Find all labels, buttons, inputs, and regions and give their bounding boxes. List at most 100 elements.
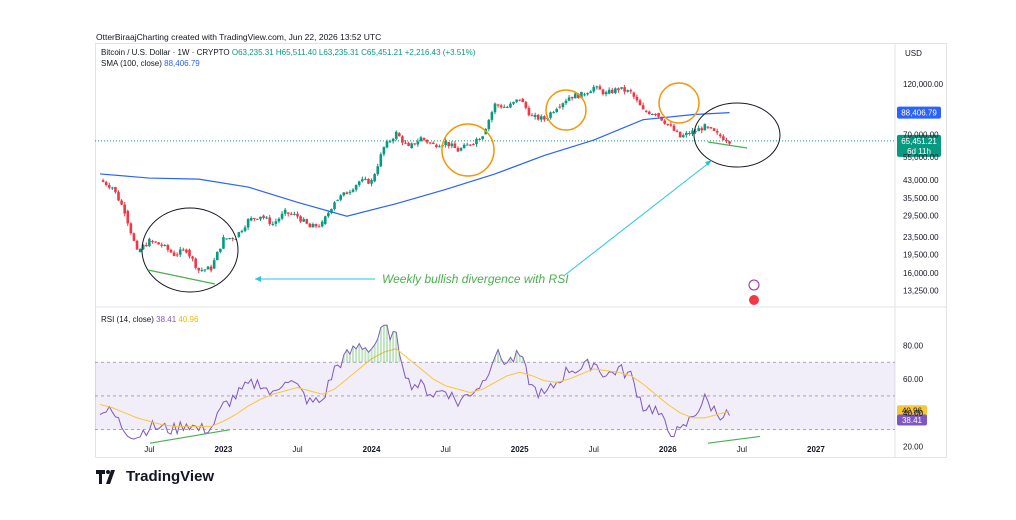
candle-body <box>364 178 367 180</box>
countdown-badge-label: 6d 11h <box>907 147 931 156</box>
tradingview-logo[interactable]: TradingView <box>96 468 214 485</box>
candle-body <box>641 105 645 110</box>
candle-body <box>567 97 571 101</box>
sma-legend[interactable]: SMA (100, close) 88,406.79 <box>101 59 200 68</box>
candle-body <box>515 99 518 102</box>
candle-body <box>330 209 333 213</box>
candle-body <box>117 192 120 201</box>
main-legend[interactable]: Bitcoin / U.S. Dollar · 1W · CRYPTO O63,… <box>101 48 475 57</box>
symbol-label: Bitcoin / U.S. Dollar · 1W · CRYPTO <box>101 48 230 57</box>
time-axis-tick-label: 2023 <box>215 445 233 454</box>
candle-body <box>712 128 716 131</box>
price-divergence-line <box>147 269 216 285</box>
candle-body <box>447 142 451 147</box>
price-axis-tick-label: 29,500.00 <box>903 212 939 221</box>
candle-body <box>178 249 182 255</box>
candle-body <box>188 249 191 257</box>
rsi-ma-badge-label: 40.96 <box>902 407 923 416</box>
candle-body <box>728 141 731 144</box>
candle-body <box>561 103 565 108</box>
us-flag-icon <box>749 295 759 305</box>
candle-body <box>666 123 670 125</box>
tradingview-logo-icon <box>96 469 115 484</box>
candle-body <box>586 93 589 95</box>
candle-body <box>506 106 509 108</box>
price-divergence-line <box>707 141 748 149</box>
divergence-annotation: Weekly bullish divergence with RSI <box>382 272 569 286</box>
sma-value: 88,406.79 <box>164 59 200 68</box>
price-axis-tick-label: 43,000.00 <box>903 176 939 185</box>
candle-body <box>104 181 108 186</box>
candle-body <box>530 115 534 117</box>
chart-frame <box>95 43 947 458</box>
candle-body <box>293 213 296 215</box>
candle-body <box>462 144 466 149</box>
rsi-value: 38.41 <box>156 315 177 324</box>
candle-body <box>305 219 309 224</box>
candle-body <box>283 209 287 214</box>
rsi-legend[interactable]: RSI (14, close) 38.41 40.96 <box>101 315 198 324</box>
candle-body <box>604 92 608 95</box>
time-axis-tick-label: Jul <box>144 445 154 454</box>
candle-body <box>644 110 648 112</box>
candle-body <box>632 92 636 97</box>
candle-body <box>120 200 123 205</box>
candle-body <box>385 141 389 148</box>
candle-body <box>101 180 105 182</box>
candle-body <box>327 212 330 217</box>
candle-body <box>410 143 413 149</box>
candle-body <box>191 256 194 259</box>
candle-body <box>499 105 503 108</box>
last-price-badge <box>897 134 941 157</box>
candle-body <box>231 238 234 240</box>
candle-body <box>722 136 725 140</box>
candle-body <box>533 114 537 117</box>
candle-body <box>444 141 447 146</box>
candle-body <box>160 244 164 246</box>
candle-body <box>459 148 463 151</box>
candle-body <box>700 128 704 131</box>
candle-body <box>472 143 475 145</box>
candle-body <box>647 111 651 114</box>
time-axis-tick-label: 2024 <box>363 445 381 454</box>
candle-body <box>663 120 667 124</box>
candle-body <box>212 260 216 269</box>
candle-body <box>694 131 697 133</box>
candle-body <box>570 96 574 99</box>
candles-layer <box>101 84 731 274</box>
rsi-ma-value: 40.96 <box>178 315 199 324</box>
arrow-head <box>705 160 712 166</box>
candle-body <box>320 221 324 227</box>
divergence-circle <box>141 207 239 293</box>
orange-circle <box>545 89 587 131</box>
candle-body <box>425 139 429 143</box>
candle-body <box>478 138 481 140</box>
price-axis-tick-label: 35,500.00 <box>903 194 939 203</box>
candle-body <box>206 266 210 270</box>
candle-body <box>246 219 250 228</box>
candle-body <box>573 93 577 99</box>
candle-body <box>175 254 179 256</box>
candle-body <box>290 213 293 215</box>
candle-body <box>614 88 617 94</box>
time-axis-tick-label: 2026 <box>659 445 677 454</box>
axes-layer: 120,000.00 70,000.00 55,000.00 43,000.00 35,… <box>144 80 943 454</box>
candle-body <box>252 218 256 220</box>
candle-body <box>580 91 583 98</box>
candle-body <box>391 138 395 142</box>
candle-body <box>685 132 688 136</box>
currency-label: USD <box>905 49 922 58</box>
last-price-badge-label: 65,451.21 <box>901 137 937 146</box>
candle-body <box>527 107 531 116</box>
candle-body <box>123 204 126 214</box>
candle-body <box>518 99 521 101</box>
candle-body <box>182 249 185 251</box>
candle-body <box>361 179 364 182</box>
candle-body <box>274 221 278 224</box>
candle-body <box>138 249 142 253</box>
candle-body <box>129 223 133 234</box>
candle-body <box>379 154 383 167</box>
rsi-badge-label: 38.41 <box>902 416 923 425</box>
candle-body <box>219 248 222 252</box>
